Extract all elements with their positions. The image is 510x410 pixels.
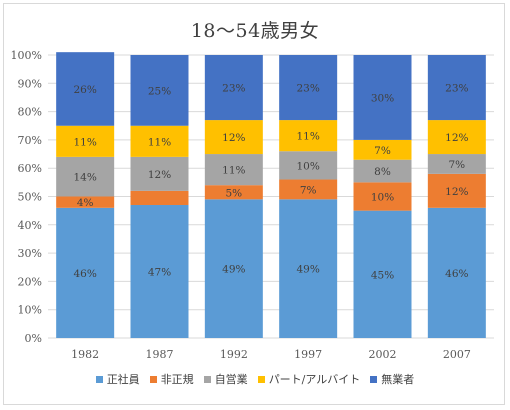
data-label: 8% — [374, 166, 391, 178]
bar-segment — [353, 55, 412, 140]
bar-segment — [130, 125, 189, 157]
data-label: 46% — [445, 268, 468, 280]
data-label: 26% — [73, 84, 96, 96]
legend-item: 無業者 — [370, 371, 414, 387]
data-label: 23% — [296, 83, 319, 95]
bar-segment — [279, 55, 338, 121]
legend-swatch — [95, 375, 103, 383]
bar-segment — [204, 185, 263, 200]
data-label: 7% — [374, 145, 391, 157]
data-label: 10% — [371, 192, 394, 204]
bar-segment — [427, 207, 486, 338]
data-label: 12% — [445, 132, 468, 144]
data-label: 12% — [222, 132, 245, 144]
bar-segment — [56, 196, 115, 208]
x-tick-label: 1982 — [71, 348, 99, 361]
legend-item: 非正規 — [149, 371, 194, 387]
bar-segment — [130, 55, 189, 126]
y-tick-label: 30% — [18, 247, 42, 260]
bar-segment — [130, 204, 189, 338]
bar-segment — [427, 154, 486, 174]
y-tick-label: 20% — [18, 275, 42, 288]
y-tick-label: 80% — [18, 106, 42, 119]
data-label: 49% — [296, 264, 319, 276]
data-label: 45% — [371, 269, 394, 281]
y-tick-label: 50% — [18, 191, 42, 204]
y-tick-label: 70% — [18, 134, 42, 147]
data-label: 30% — [371, 92, 394, 104]
x-tick-label: 1997 — [294, 348, 322, 361]
y-tick-label: 60% — [18, 162, 42, 175]
x-tick-label: 2007 — [443, 348, 471, 361]
bar-segment — [353, 182, 412, 211]
bar-segment — [130, 190, 189, 205]
data-label: 46% — [73, 268, 96, 280]
data-label: 5% — [225, 187, 242, 199]
bar-segment — [279, 151, 338, 180]
y-tick-label: 90% — [18, 77, 42, 90]
bar-segment — [130, 156, 189, 191]
bar-segment — [353, 159, 412, 183]
data-label: 47% — [148, 266, 171, 278]
bar-segment — [427, 120, 486, 155]
bar-segment — [279, 120, 338, 152]
x-tick-label: 1992 — [220, 348, 248, 361]
y-tick-label: 40% — [18, 219, 42, 232]
bar-segment — [353, 139, 412, 160]
legend-label: 正社員 — [106, 373, 140, 386]
data-label: 11% — [148, 136, 171, 148]
legend-label: 無業者 — [381, 373, 415, 386]
chart-title: 18～54歳男女 — [190, 20, 320, 42]
bar-segment — [279, 199, 338, 338]
data-label: 7% — [300, 184, 317, 196]
data-label: 49% — [222, 264, 245, 276]
y-tick-label: 100% — [11, 49, 42, 62]
data-label: 25% — [148, 85, 171, 97]
bar-segment — [204, 154, 263, 186]
bar-segment — [353, 210, 412, 338]
bar-segment — [56, 125, 115, 157]
legend-label: 非正規 — [160, 373, 194, 386]
data-label: 10% — [296, 160, 319, 172]
bar-segment — [279, 179, 338, 200]
data-label: 11% — [296, 131, 319, 143]
data-label: 11% — [73, 136, 96, 148]
legend-swatch — [149, 375, 157, 383]
legend-item: 自営業 — [203, 371, 248, 387]
bar-segment — [56, 156, 115, 197]
legend-swatch — [370, 375, 378, 383]
bar-segment — [204, 120, 263, 155]
legend-label: パート/アルバイト — [268, 373, 361, 386]
data-label: 11% — [222, 165, 245, 177]
bar-segment — [427, 173, 486, 208]
bar-segment — [204, 199, 263, 338]
y-tick-label: 0% — [25, 332, 42, 345]
data-label: 4% — [77, 197, 94, 209]
data-label: 12% — [148, 169, 171, 181]
x-tick-label: 1987 — [146, 348, 174, 361]
data-label: 7% — [448, 159, 465, 171]
bar-segment — [56, 52, 115, 126]
legend-item: パート/アルバイト — [257, 371, 361, 387]
data-label: 12% — [445, 186, 468, 198]
bar-segment — [56, 207, 115, 338]
bar-segment — [427, 55, 486, 121]
bar-segment — [204, 55, 263, 121]
chart-legend: 正社員 非正規 自営業 パート/アルバイト 無業者 — [0, 371, 510, 387]
legend-item: 正社員 — [95, 371, 140, 387]
legend-swatch — [257, 375, 265, 383]
y-tick-label: 10% — [18, 304, 42, 317]
legend-swatch — [203, 375, 211, 383]
x-tick-label: 2002 — [369, 348, 397, 361]
data-label: 23% — [222, 83, 245, 95]
data-label: 14% — [73, 172, 96, 184]
data-label: 23% — [445, 83, 468, 95]
legend-label: 自営業 — [214, 373, 248, 386]
